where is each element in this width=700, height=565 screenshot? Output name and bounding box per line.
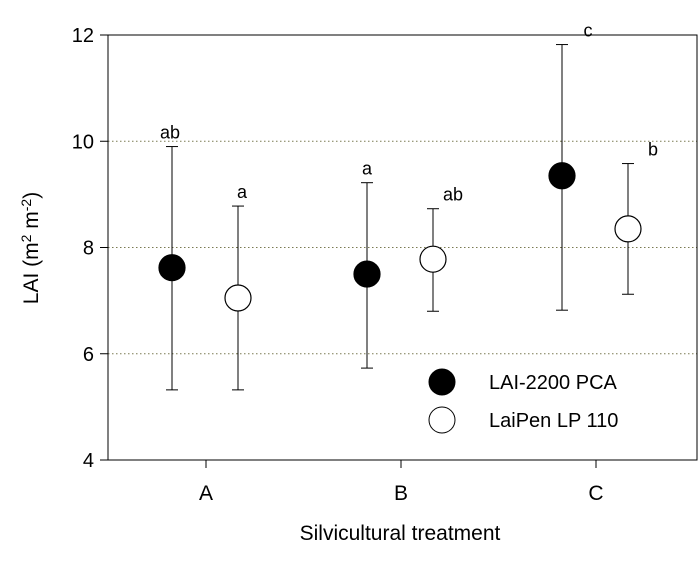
error-bars <box>166 44 634 391</box>
legend-label-lai2200: LAI-2200 PCA <box>489 372 618 394</box>
grid-layer <box>108 140 697 355</box>
y-tick-label: 10 <box>72 131 94 153</box>
x-tick-label-b: B <box>394 482 408 505</box>
y-tick-label: 6 <box>83 344 94 366</box>
y-axis-label-end: ) <box>20 192 43 199</box>
point-s0-c <box>548 162 576 190</box>
x-axis-label: Silvicultural treatment <box>300 522 501 545</box>
legend-marker-laipen <box>428 406 456 434</box>
y-tick-label: 8 <box>83 238 94 260</box>
sig-letter-s1-b: ab <box>443 185 463 205</box>
point-s1-c <box>614 215 642 243</box>
sig-letter-s0-b: a <box>362 159 373 179</box>
sig-letter-s1-c: b <box>648 140 658 160</box>
x-tick-label-a: A <box>199 482 213 505</box>
point-s1-a <box>224 284 252 312</box>
significance-letters: ab a c a ab b <box>160 21 658 205</box>
y-axis-label: LAI (m2 m-2) <box>18 192 43 304</box>
y-axis-label-sup1: 2 <box>18 234 34 242</box>
y-tick-label: 4 <box>83 450 94 472</box>
x-tick-label-c: C <box>588 482 603 505</box>
y-axis-label-mid: m <box>20 211 43 234</box>
sig-letter-s1-a: a <box>237 182 248 202</box>
y-tick-label: 12 <box>72 25 94 47</box>
legend-label-laipen: LaiPen LP 110 <box>489 410 618 432</box>
data-markers <box>158 162 642 312</box>
legend-marker-lai2200 <box>428 368 456 396</box>
legend: LAI-2200 PCA LaiPen LP 110 <box>428 368 618 434</box>
point-s0-a <box>158 254 186 282</box>
sig-letter-s0-c: c <box>584 21 593 41</box>
point-s0-b <box>353 260 381 288</box>
point-s1-b <box>419 245 447 273</box>
y-axis-label-base: LAI (m <box>20 242 43 304</box>
y-axis-label-sup2: -2 <box>18 199 34 212</box>
axes: 4 6 8 10 12 A B C <box>72 25 604 505</box>
sig-letter-s0-a: ab <box>160 123 180 143</box>
